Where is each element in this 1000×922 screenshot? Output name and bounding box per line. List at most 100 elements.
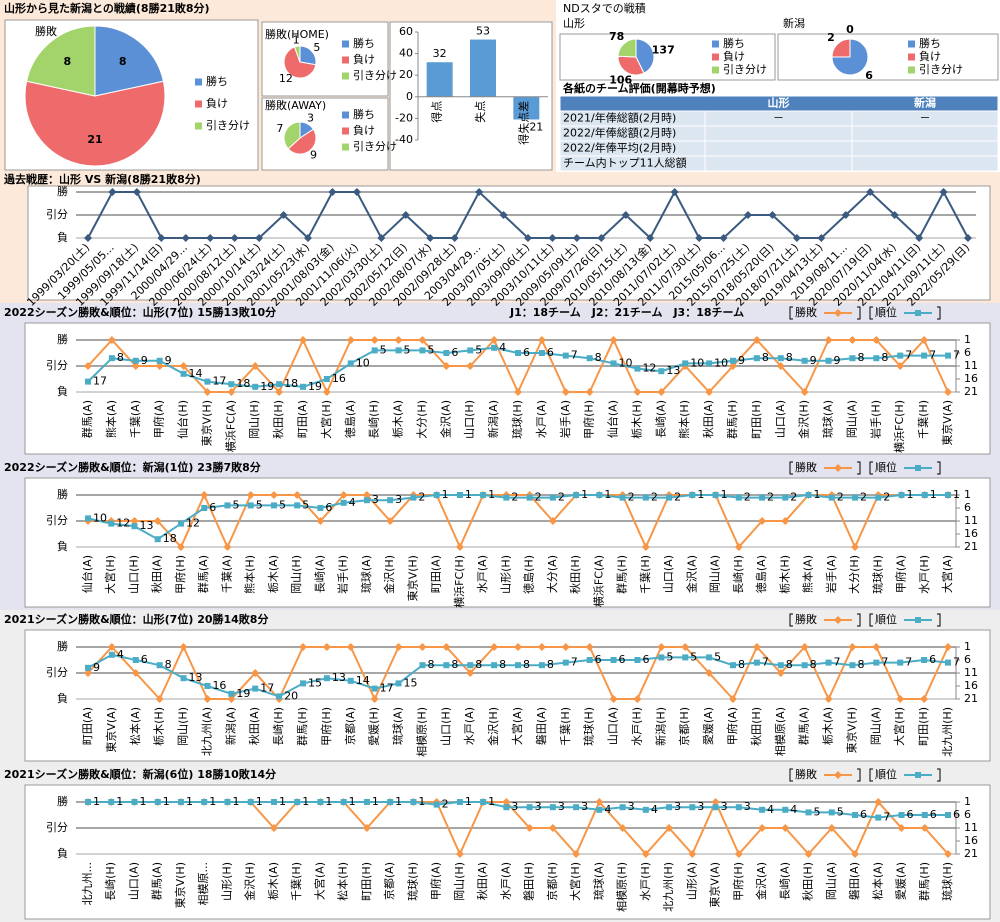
marker xyxy=(730,662,736,669)
marker xyxy=(537,336,546,344)
marker xyxy=(395,347,402,354)
y-tick-label: 0 xyxy=(406,90,413,103)
data-label: 6 xyxy=(619,653,626,666)
y2-tick-label: 1 xyxy=(964,640,971,653)
x-tick-label: 徳島(A) xyxy=(343,400,357,438)
series-line xyxy=(88,801,948,819)
chart-title: 新潟 xyxy=(783,16,805,30)
x-tick-label: 金沢(H) xyxy=(382,555,396,594)
marker xyxy=(572,850,581,858)
x-tick-label: 岩手(A) xyxy=(824,555,838,593)
data-label: 9 xyxy=(738,354,745,367)
data-label: 6 xyxy=(907,808,914,821)
marker xyxy=(920,695,929,703)
marker xyxy=(688,850,697,858)
x-tick-label: 秋田(A) xyxy=(475,862,489,900)
marker xyxy=(610,360,617,367)
legend-bracket xyxy=(937,306,941,320)
legend-bracket xyxy=(869,768,873,782)
marker xyxy=(362,491,371,499)
marker xyxy=(132,188,141,196)
bar-value-label: -21 xyxy=(525,120,543,133)
marker xyxy=(419,662,426,669)
marker xyxy=(394,336,403,344)
data-label: 8 xyxy=(810,658,817,671)
legend-swatch xyxy=(712,40,719,48)
marker xyxy=(346,336,355,344)
data-label: 17 xyxy=(212,375,226,388)
x-tick-label: 松本(A) xyxy=(128,707,142,745)
marker xyxy=(276,381,283,388)
marker xyxy=(848,336,857,344)
data-label: 3 xyxy=(511,800,518,813)
marker xyxy=(433,801,440,808)
data-label: 1 xyxy=(442,488,449,501)
marker xyxy=(176,543,185,551)
data-label: 18 xyxy=(163,532,177,545)
legend-label: 順位 xyxy=(875,612,897,626)
data-label: 1 xyxy=(93,795,100,808)
marker xyxy=(255,234,264,242)
table-row-label: 2022/年俸総額(2月時) xyxy=(563,126,676,140)
marker xyxy=(944,643,952,651)
marker xyxy=(131,523,138,530)
x-tick-label: 甲府(H) xyxy=(731,862,745,901)
y2-tick-label: 11 xyxy=(964,821,978,834)
pie-slice xyxy=(299,45,317,66)
chart-box xyxy=(261,21,389,97)
data-label: 12 xyxy=(116,517,130,530)
data-label: 5 xyxy=(690,650,697,663)
table-row-label: チーム内トップ11人総額 xyxy=(563,156,687,170)
data-label: 15 xyxy=(308,676,322,689)
x-tick-label: 失点 xyxy=(474,101,487,123)
marker xyxy=(828,809,835,816)
marker xyxy=(386,517,395,525)
x-tick-label: 北九州(H) xyxy=(941,707,954,757)
x-tick-label: 栃木(H) xyxy=(777,555,791,594)
y2-tick-label: 21 xyxy=(964,692,978,705)
marker xyxy=(800,643,809,651)
data-label: 16 xyxy=(212,679,226,692)
x-tick-label: 磐田(A) xyxy=(847,862,861,900)
x-tick-label: 大分(H) xyxy=(847,555,861,594)
marker xyxy=(805,809,812,816)
marker xyxy=(515,350,521,356)
chart-title: 山形 xyxy=(563,17,585,30)
table-cell xyxy=(704,140,853,157)
x-tick-label: 東京V(A) xyxy=(940,400,954,446)
data-label: 1 xyxy=(186,795,193,808)
marker xyxy=(346,643,355,651)
data-label: 13 xyxy=(189,671,203,684)
table-row-label: 2022/年俸平均(2月時) xyxy=(563,141,676,155)
pie-slice xyxy=(617,38,637,58)
marker xyxy=(777,662,784,669)
data-label: 9 xyxy=(141,354,148,367)
data-label: 3 xyxy=(395,493,402,506)
data-label: 10 xyxy=(714,356,728,369)
marker xyxy=(825,357,832,364)
legend-label: 負け xyxy=(723,50,745,63)
data-label: 4 xyxy=(767,803,774,816)
marker xyxy=(834,309,842,317)
marker xyxy=(705,669,714,677)
x-tick-label: 得失点差 xyxy=(516,101,530,145)
marker xyxy=(179,362,188,370)
marker xyxy=(619,804,626,811)
marker xyxy=(735,494,742,501)
y2-tick-label: 11 xyxy=(964,359,978,372)
pie-value-label: 9 xyxy=(310,148,317,161)
marker xyxy=(299,643,307,651)
data-label: 5 xyxy=(837,805,844,818)
x-tick-label: 町田(A) xyxy=(430,555,443,593)
legend-label: 順位 xyxy=(875,767,897,781)
x-tick-label: 北九州(H) xyxy=(662,862,675,912)
marker xyxy=(586,657,593,663)
x-tick-label: 栃木(H) xyxy=(152,707,166,746)
data-label: 7 xyxy=(834,656,841,669)
data-label: 1 xyxy=(372,795,379,808)
legend-label: 引き分け xyxy=(723,62,767,76)
x-tick-label: 熊本(H) xyxy=(243,555,257,594)
marker xyxy=(896,695,905,703)
